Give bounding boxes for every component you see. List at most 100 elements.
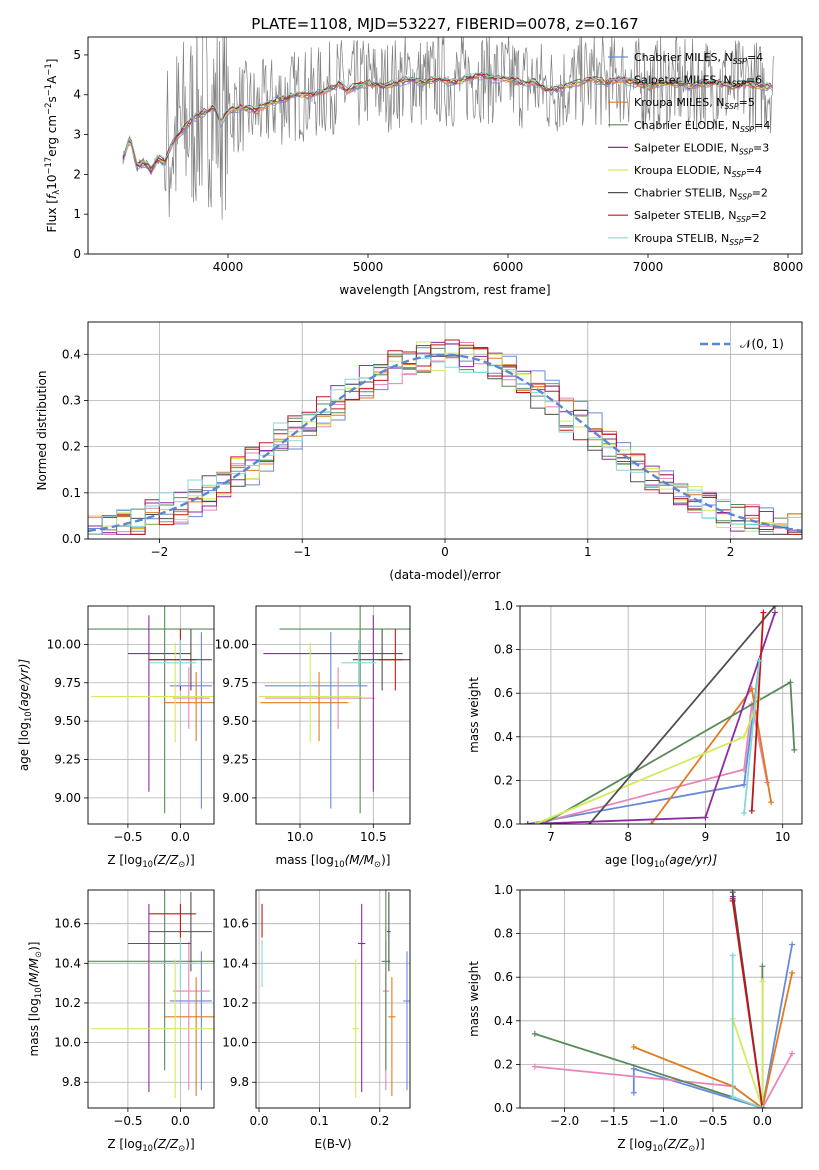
legend-entry-part: Kroupa STELIB, N (634, 232, 729, 245)
x-tick-label: 7000 (633, 260, 664, 274)
y-axis-label-part: ⊙ (33, 951, 43, 958)
weight-marker (630, 1065, 637, 1072)
y-tick-label: 10.00 (47, 637, 81, 651)
axes-frame (87, 321, 803, 540)
weight-marker (540, 821, 547, 824)
x-tick-label: 9 (702, 830, 710, 844)
y-tick-label: 10.4 (54, 956, 81, 970)
weight-marker (741, 766, 748, 773)
axes-frame (87, 889, 215, 1109)
legend-entry: Kroupa STELIB, NSSP =2 (634, 232, 760, 247)
plot-area (258, 606, 410, 814)
x-axis-label: wavelength [Angstrom, rest frame] (339, 283, 550, 297)
model-spectrum-line (122, 70, 773, 168)
mass-metallicity-panel: −0.5 0.09.810.010.210.410.6Z [log10 (Z/Z⊙… (27, 889, 215, 1153)
y-tick-label: 3 (73, 128, 81, 142)
observed-spectrum-line (122, 37, 775, 220)
legend-entry-part: SSP (740, 125, 754, 134)
y-axis-label-part: mass [log (27, 998, 41, 1056)
residual-histogram-panel: −2 −1 0 1 2 0.0 0.1 0.2 0.3 0.4 (data-model)/error… (35, 321, 803, 582)
y-tick-label: 0.2 (494, 773, 513, 787)
y-tick-label: 0.1 (62, 486, 81, 500)
x-tick-label: 10 (775, 830, 790, 844)
y-tick-label: 9.50 (222, 714, 249, 728)
legend-entry-part: SSP (732, 170, 746, 179)
weight-marker (787, 679, 794, 686)
x-axis-label-part: (Z/Z (663, 1137, 689, 1151)
x-tick-label: 0.0 (171, 830, 190, 844)
weight-marker (586, 821, 593, 824)
weight-marker (532, 821, 539, 824)
y-tick-label: 9.75 (54, 676, 81, 690)
legend-entry-part: Kroupa ELODIE, N (634, 164, 732, 177)
weight-marker (756, 694, 763, 701)
figure-title: PLATE=1108, MJD=53227, FIBERID=0078, z=0… (251, 15, 638, 33)
legend-entry: Kroupa MILES, NSSP =5 (634, 96, 755, 111)
x-tick-label: 0.0 (249, 1114, 268, 1128)
x-tick-label: 10.0 (287, 830, 314, 844)
y-tick-label: 0.2 (62, 440, 81, 454)
axes-frame (87, 605, 215, 825)
weight-line (750, 612, 765, 811)
weight-marker (741, 733, 748, 740)
legend-entry-part: SSP (733, 57, 747, 66)
weight-line (535, 697, 761, 824)
y-axis-label-part: λ (51, 190, 61, 195)
y-tick-label: 10.2 (222, 996, 249, 1010)
x-tick-label: 6000 (493, 260, 524, 274)
x-axis-label: mass [log10 (M/M⊙ )] (276, 853, 391, 869)
axes-frame (255, 605, 411, 825)
weight-line (534, 966, 764, 1108)
x-axis-label-part: 10 (334, 859, 345, 869)
x-axis-label-part: ⊙ (178, 859, 185, 869)
y-axis-label-part: ] (45, 59, 59, 64)
legend-entry-part: Kroupa MILES, N (634, 96, 724, 109)
plot-area (88, 339, 802, 535)
legend-entry-part: SSP (732, 80, 746, 89)
x-axis-label-part: (Z/Z (153, 1137, 179, 1151)
y-axis-label: Flux [fλ 10−17 erg cm−2 s−1 A−1 ] (43, 59, 61, 233)
legend-entry-part: Salpeter MILES, N (634, 74, 732, 87)
legend-entry-part: Chabrier MILES, N (634, 51, 733, 64)
legend-entry: Kroupa ELODIE, NSSP =4 (634, 164, 762, 179)
legend-entry-part: =3 (753, 141, 769, 154)
y-tick-label: 1 (73, 207, 81, 221)
weight-line (633, 972, 793, 1108)
y-tick-label: 9.00 (54, 791, 81, 805)
x-axis-label-part: )] (381, 853, 390, 867)
y-axis-label-part: −2 (43, 103, 53, 115)
y-axis-label-part: s (45, 96, 59, 102)
legend-entry-part: Salpeter STELIB, N (634, 209, 736, 222)
x-axis-label-part: ⊙ (178, 1143, 185, 1153)
y-axis-label: Normed distribution (35, 371, 49, 491)
weight-line (535, 703, 769, 824)
x-tick-label: 8000 (773, 260, 804, 274)
x-axis-label-part: (M/M (345, 853, 375, 867)
legend-entry-part: Chabrier ELODIE, N (634, 119, 740, 132)
y-tick-label: 9.8 (230, 1075, 249, 1089)
y-tick-label: 1.0 (494, 883, 513, 897)
weight-marker (729, 1094, 736, 1101)
legend-entry-part: SSP (736, 215, 750, 224)
y-tick-label: 4 (73, 88, 81, 102)
legend-entry-part: SSP (724, 102, 738, 111)
weight-marker (729, 952, 736, 959)
y-axis-label-part: )] (27, 942, 41, 951)
x-tick-label: −1 (293, 545, 311, 559)
y-tick-label: 0.0 (494, 1101, 513, 1115)
axes-frame (519, 605, 803, 825)
y-tick-label: 0.8 (494, 927, 513, 941)
x-tick-label: 0 (441, 545, 449, 559)
weight-age-panel: 7 8 9 10 0.0 0.2 0.4 0.6 0.8 1.0 mass weight age [l… (467, 599, 803, 869)
x-axis-label-part: )] (185, 1137, 194, 1151)
x-tick-label: 1 (584, 545, 592, 559)
x-axis-label-part: mass [log (276, 853, 334, 867)
y-tick-label: 9.25 (222, 753, 249, 767)
legend-entry: Chabrier ELODIE, NSSP =4 (634, 119, 770, 134)
x-tick-label: −2.0 (550, 1114, 579, 1128)
y-tick-label: 0.0 (494, 817, 513, 831)
plot-area (122, 37, 775, 220)
weight-marker (741, 781, 748, 788)
